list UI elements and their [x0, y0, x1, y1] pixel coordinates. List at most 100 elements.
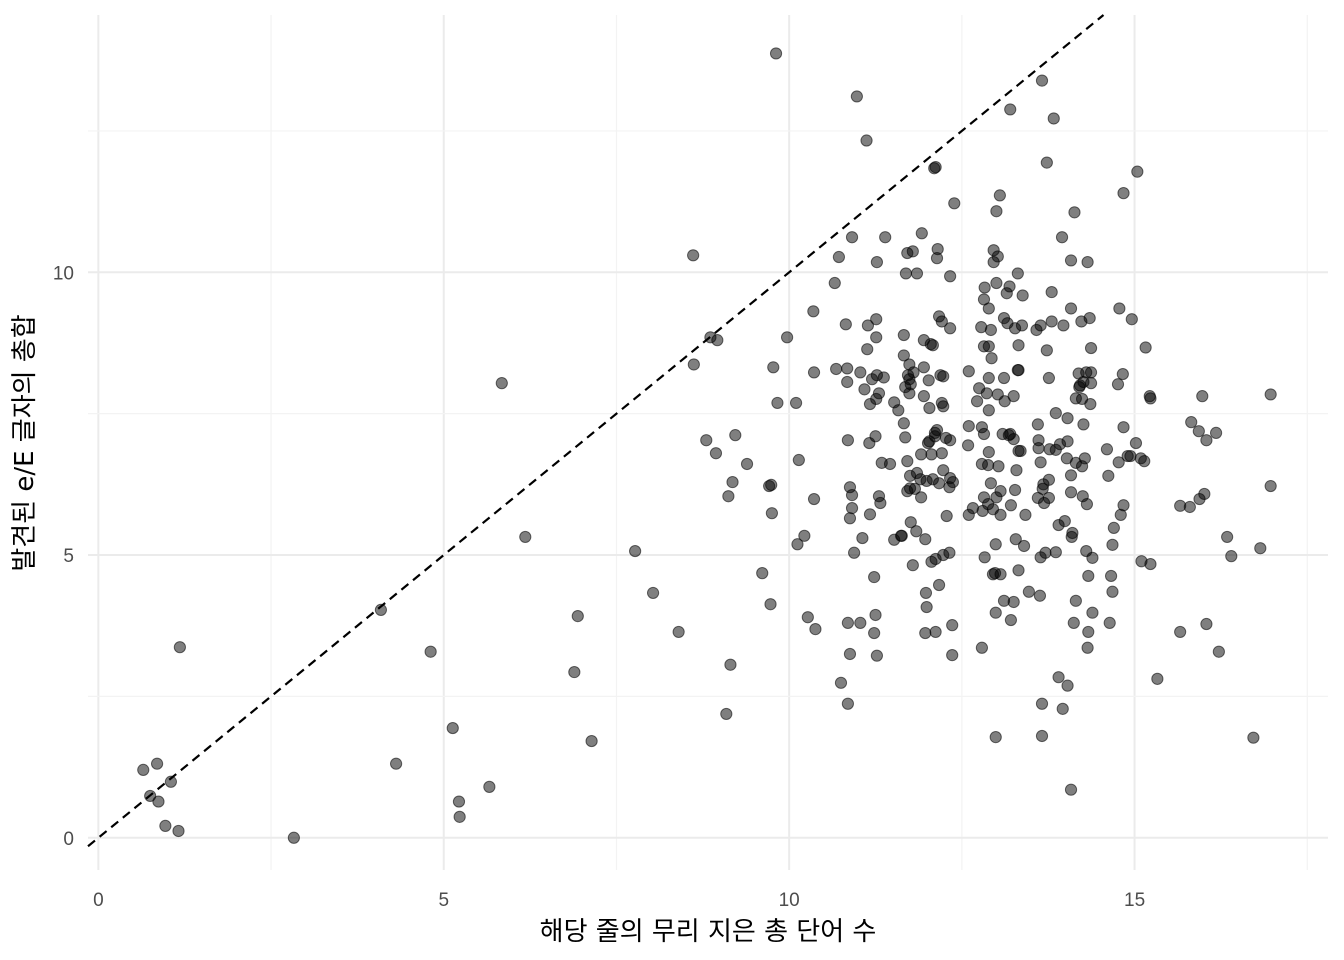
data-point — [923, 401, 936, 415]
data-point — [1192, 425, 1205, 438]
data-point — [919, 626, 932, 640]
data-point — [1064, 302, 1078, 315]
data-point — [860, 134, 873, 147]
data-point — [993, 189, 1006, 202]
data-point — [1035, 729, 1049, 743]
data-point — [850, 90, 863, 103]
y-axis-title: 발견된 e/E 글자의 총합 — [10, 314, 40, 571]
data-point — [1049, 546, 1062, 559]
data-point — [726, 475, 739, 489]
data-point — [868, 570, 881, 584]
data-point — [1069, 594, 1082, 607]
data-point — [1196, 390, 1209, 403]
data-point — [1052, 671, 1065, 684]
data-point — [870, 256, 884, 269]
data-point — [980, 387, 993, 400]
data-point — [137, 763, 150, 777]
data-point — [935, 315, 948, 328]
data-point — [1254, 542, 1267, 555]
data-point — [1106, 538, 1119, 551]
data-point — [568, 665, 581, 679]
data-point — [1083, 311, 1096, 325]
data-point — [1183, 500, 1196, 514]
data-point — [856, 531, 869, 545]
data-point — [1016, 289, 1029, 302]
data-point — [1084, 366, 1098, 379]
data-point — [874, 496, 887, 510]
data-point — [1009, 533, 1022, 546]
data-point — [978, 281, 991, 294]
data-point — [1221, 530, 1234, 544]
data-point — [1034, 319, 1047, 332]
data-point — [1081, 256, 1094, 269]
data-point — [1011, 267, 1024, 280]
data-point — [1019, 508, 1032, 521]
data-point — [1117, 421, 1130, 434]
data-point — [519, 530, 532, 544]
data-point — [700, 434, 713, 447]
data-point — [937, 400, 950, 413]
data-point — [159, 819, 172, 832]
data-point — [929, 625, 942, 639]
data-point — [1061, 412, 1074, 425]
data-point — [1042, 371, 1056, 385]
data-point — [985, 352, 998, 365]
data-point — [907, 366, 920, 379]
data-point — [724, 658, 737, 671]
data-point — [994, 485, 1007, 498]
reference-line-y-equals-x — [87, 14, 1105, 848]
data-point — [982, 446, 995, 459]
data-point — [930, 423, 944, 437]
data-point — [1084, 377, 1098, 390]
data-point — [740, 457, 754, 471]
data-point — [828, 276, 841, 290]
data-point — [1151, 672, 1164, 685]
data-point — [1004, 103, 1017, 116]
data-point — [975, 641, 989, 654]
data-point — [991, 250, 1004, 263]
data-point — [495, 377, 508, 390]
data-point — [990, 276, 1003, 290]
data-point — [1035, 74, 1049, 87]
data-point — [910, 267, 924, 280]
data-point — [1015, 319, 1029, 332]
data-point — [915, 491, 928, 504]
data-point — [1082, 569, 1095, 583]
data-point — [917, 361, 930, 374]
data-point — [756, 567, 769, 580]
data-point — [870, 313, 883, 326]
data-point — [767, 361, 780, 374]
data-point — [1003, 280, 1016, 293]
data-point — [1112, 456, 1125, 469]
data-point — [571, 610, 584, 623]
data-point — [868, 626, 881, 640]
data-point — [287, 831, 300, 844]
data-point — [946, 619, 959, 632]
data-point — [984, 477, 997, 490]
y-tick-label: 10 — [53, 263, 74, 284]
data-point — [720, 707, 733, 721]
data-point — [901, 455, 914, 468]
data-point — [1212, 645, 1225, 658]
data-point — [869, 430, 882, 443]
data-point — [869, 608, 882, 622]
data-point — [944, 434, 957, 447]
data-point — [863, 508, 877, 521]
data-point — [1198, 487, 1211, 501]
data-point — [895, 529, 908, 542]
data-point — [1124, 449, 1137, 463]
data-point — [870, 331, 883, 344]
data-point — [990, 205, 1003, 218]
data-point — [932, 578, 946, 592]
data-point — [1080, 498, 1094, 511]
data-point — [1116, 367, 1129, 381]
data-point — [910, 525, 923, 538]
data-point — [970, 395, 984, 408]
data-point — [1061, 679, 1074, 692]
data-point — [1057, 319, 1070, 332]
data-point — [946, 649, 959, 662]
data-point — [1007, 595, 1020, 609]
data-point — [1010, 464, 1023, 477]
data-point — [1225, 550, 1238, 563]
